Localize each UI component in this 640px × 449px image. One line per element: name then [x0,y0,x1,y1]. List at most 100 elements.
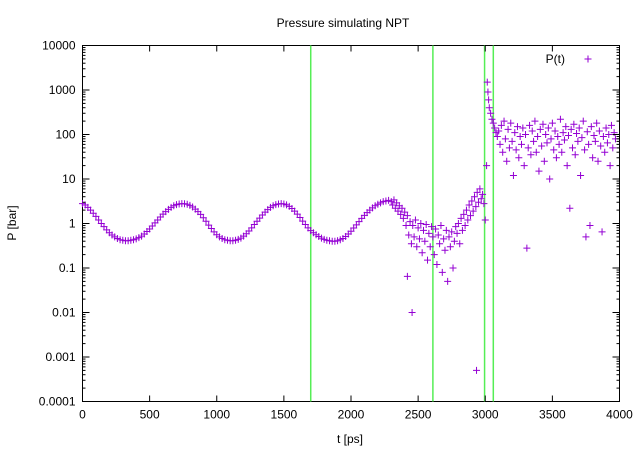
data-point [489,119,497,127]
data-point [599,133,607,141]
data-point [401,208,409,216]
data-point [432,225,440,233]
data-point [408,309,416,316]
data-point [567,125,575,133]
data-point [469,207,477,215]
y-tick-label: 1000 [49,83,76,97]
data-point [538,142,546,150]
x-axis-label: t [ps] [337,432,363,446]
data-point [585,140,593,148]
data-point [476,185,484,193]
data-point [468,197,476,205]
data-point [402,222,410,230]
data-point [199,214,207,222]
data-point [527,151,535,159]
plot-area [82,45,620,402]
data-point [450,237,458,245]
legend-marker-symbol [584,55,592,63]
data-point [499,148,507,156]
data-point [543,139,551,147]
data-point [458,226,466,234]
data-point [465,201,473,209]
data-point [495,127,503,135]
data-point [500,117,508,125]
data-point [524,144,532,152]
data-point [563,162,571,170]
data-point [487,109,495,117]
data-point [481,216,489,224]
data-point [428,223,436,231]
data-point [449,264,457,272]
x-tick-label: 3500 [539,408,566,422]
data-point [406,218,414,226]
data-point [526,121,534,129]
data-point [462,206,470,214]
data-point [590,131,598,139]
data-point [397,210,405,218]
data-point [583,128,591,136]
data-point [532,148,540,156]
y-tick-label: 0.001 [45,350,75,364]
data-point [480,200,488,208]
y-tick-label: 0.1 [59,261,76,275]
data-point [409,222,417,230]
data-point [569,144,577,152]
data-point [597,142,605,150]
data-point [415,235,423,243]
data-point [610,129,618,137]
data-point [407,240,415,248]
data-point [477,195,485,203]
data-point [403,212,411,220]
data-point [593,119,601,127]
data-point [520,162,528,170]
data-point [446,243,454,251]
data-point [536,125,544,133]
data-point [414,224,422,232]
data-point [603,139,611,147]
data-point [606,162,614,170]
data-point [471,193,479,201]
data-point [202,217,210,225]
data-point [425,229,433,237]
data-point [399,214,407,222]
data-point [581,146,589,154]
data-point [544,124,552,132]
data-point [501,135,509,143]
data-point [519,124,527,132]
data-point [505,144,513,152]
data-point [589,154,597,162]
x-tick-label: 500 [140,408,160,422]
data-point [411,216,419,224]
data-point [440,235,448,243]
data-point [437,222,445,230]
legend: P(t) [546,52,592,66]
data-point [547,135,555,143]
y-tick-label: 0.01 [52,306,76,320]
data-point [560,136,568,144]
data-point [424,256,432,264]
data-point [540,157,548,165]
data-point [456,240,464,248]
data-point [426,243,434,251]
data-point [551,127,559,135]
data-point [445,233,453,241]
data-point [488,115,496,123]
data-point [461,222,469,230]
data-point [566,204,574,212]
x-tick-label: 1500 [271,408,298,422]
data-point [296,214,304,222]
data-point [466,212,474,220]
y-axis-label: P [bar] [5,205,19,240]
data-point [607,121,615,129]
data-point [559,129,567,137]
data-point [485,96,493,104]
data-point [483,78,491,86]
data-point [95,216,103,224]
data-point [578,134,586,142]
data-point [534,133,542,141]
x-axis-ticks: 0 500 1000 1500 2000 2500 3000 3500 4000 [79,45,633,422]
data-point [497,121,505,129]
data-point [485,104,493,112]
data-point [453,229,461,237]
data-point [531,117,539,125]
